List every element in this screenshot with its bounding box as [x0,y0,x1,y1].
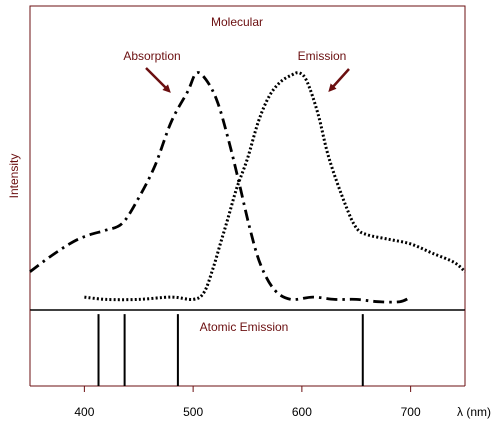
x-tick-label: 400 [74,405,94,419]
molecular-panel-frame [29,5,466,311]
atomic-emission-title: Atomic Emission [200,320,289,334]
emission-curve [84,71,467,302]
emission-label: Emission [298,49,347,63]
molecular-title: Molecular [211,15,263,29]
absorption-arrow [145,67,171,93]
x-tick-label: 500 [183,405,203,419]
x-tick-label: 700 [401,405,421,419]
x-tick-label: 600 [292,405,312,419]
emission-arrow [328,68,350,92]
x-axis-ticks: 400 500 600 700 [74,386,421,419]
absorption-curve [29,71,412,304]
absorption-label: Absorption [123,49,180,63]
intensity-axis-label: Intensity [7,154,21,199]
atomic-emission-lines [97,314,364,386]
x-axis-label: λ (nm) [457,405,491,419]
